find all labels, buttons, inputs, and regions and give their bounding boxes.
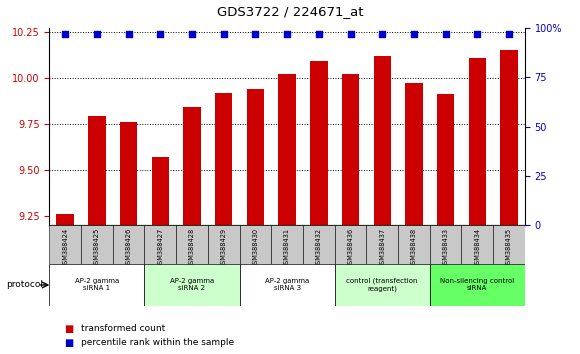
Bar: [240, 264, 335, 306]
Point: [441, 32, 450, 37]
Bar: [56, 214, 74, 225]
Text: control (transfection
reagent): control (transfection reagent): [346, 278, 418, 292]
Text: GSM388426: GSM388426: [125, 228, 132, 268]
Point: [314, 32, 324, 37]
Bar: [367, 225, 398, 264]
Point: [60, 32, 70, 37]
Bar: [430, 264, 525, 306]
Bar: [151, 157, 169, 225]
Text: GSM388429: GSM388429: [220, 228, 227, 268]
Text: GSM388437: GSM388437: [379, 228, 385, 268]
Bar: [246, 89, 264, 225]
Text: GSM388433: GSM388433: [443, 228, 449, 268]
Bar: [493, 225, 525, 264]
Bar: [208, 225, 240, 264]
Text: Non-silencing control
siRNA: Non-silencing control siRNA: [440, 279, 514, 291]
Point: [251, 32, 260, 37]
Text: GSM388435: GSM388435: [506, 228, 512, 268]
Bar: [113, 225, 144, 264]
Text: GSM388427: GSM388427: [157, 228, 164, 268]
Bar: [462, 225, 493, 264]
Bar: [278, 74, 296, 225]
Bar: [405, 84, 423, 225]
Bar: [81, 225, 113, 264]
Text: transformed count: transformed count: [81, 324, 165, 333]
Point: [473, 32, 482, 37]
Text: GSM388424: GSM388424: [62, 228, 68, 268]
Bar: [215, 93, 233, 225]
Text: GDS3722 / 224671_at: GDS3722 / 224671_at: [217, 5, 363, 18]
Point: [187, 32, 197, 37]
Text: GSM388438: GSM388438: [411, 228, 417, 268]
Point: [378, 32, 387, 37]
Text: GSM388430: GSM388430: [252, 228, 259, 268]
Bar: [144, 225, 176, 264]
Text: GSM388432: GSM388432: [316, 228, 322, 268]
Bar: [335, 264, 430, 306]
Text: protocol: protocol: [6, 280, 43, 290]
Point: [155, 32, 165, 37]
Point: [219, 32, 229, 37]
Bar: [335, 225, 367, 264]
Bar: [176, 225, 208, 264]
Text: AP-2 gamma
siRNA 2: AP-2 gamma siRNA 2: [170, 279, 214, 291]
Bar: [183, 107, 201, 225]
Point: [124, 32, 133, 37]
Point: [505, 32, 514, 37]
Text: GSM388436: GSM388436: [347, 228, 354, 268]
Text: GSM388425: GSM388425: [94, 228, 100, 268]
Bar: [303, 225, 335, 264]
Bar: [88, 116, 106, 225]
Bar: [49, 264, 144, 306]
Bar: [469, 58, 486, 225]
Point: [409, 32, 419, 37]
Bar: [49, 225, 81, 264]
Bar: [430, 225, 462, 264]
Bar: [120, 122, 137, 225]
Bar: [271, 225, 303, 264]
Bar: [374, 56, 391, 225]
Bar: [310, 61, 328, 225]
Bar: [501, 50, 518, 225]
Bar: [437, 95, 454, 225]
Text: GSM388431: GSM388431: [284, 228, 290, 268]
Bar: [342, 74, 359, 225]
Point: [282, 32, 292, 37]
Bar: [240, 225, 271, 264]
Text: AP-2 gamma
siRNA 3: AP-2 gamma siRNA 3: [265, 279, 309, 291]
Text: AP-2 gamma
siRNA 1: AP-2 gamma siRNA 1: [75, 279, 119, 291]
Text: percentile rank within the sample: percentile rank within the sample: [81, 338, 234, 347]
Point: [92, 32, 101, 37]
Bar: [398, 225, 430, 264]
Text: ■: ■: [64, 324, 73, 333]
Text: ■: ■: [64, 338, 73, 348]
Text: GSM388428: GSM388428: [189, 228, 195, 268]
Point: [346, 32, 355, 37]
Text: GSM388434: GSM388434: [474, 228, 480, 268]
Bar: [144, 264, 240, 306]
